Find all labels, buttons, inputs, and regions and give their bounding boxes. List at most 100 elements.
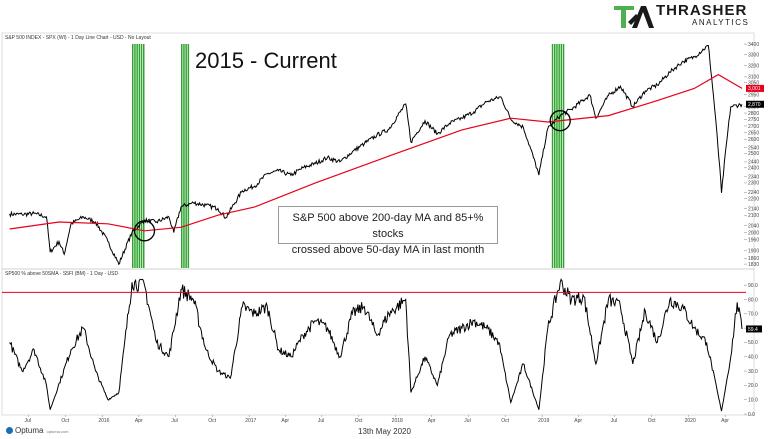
top-value-flag: [746, 100, 764, 108]
signal-bar: [181, 44, 183, 268]
bottom-y-tick-label: 0.0: [748, 412, 755, 418]
signal-bars: [132, 44, 565, 268]
signal-bar: [134, 44, 136, 268]
bottom-y-tick-label: 50.0: [748, 340, 758, 346]
top-y-tick-label: 3200: [748, 63, 759, 69]
x-tick-label: Apr: [428, 418, 436, 424]
x-tick-label: Apr: [574, 418, 582, 424]
top-y-tick-label: 2440: [748, 160, 759, 166]
top-y-tick-label: 1860: [748, 256, 759, 262]
signal-bar: [132, 44, 134, 268]
top-y-tick-label: 2140: [748, 206, 759, 212]
x-tick-label: Jul: [318, 418, 324, 424]
signal-bar: [556, 44, 558, 268]
signal-bar: [183, 44, 185, 268]
top-value-flag: [746, 84, 764, 92]
x-tick-label: Apr: [135, 418, 143, 424]
top-y-tick-label: 2240: [748, 190, 759, 196]
top-y-tick-label: 2040: [748, 223, 759, 229]
top-y-tick-label: 2300: [748, 181, 759, 187]
top-value-flag-label: 3,001: [748, 86, 761, 92]
top-y-tick-label: 3400: [748, 42, 759, 48]
x-tick-label: Apr: [721, 418, 729, 424]
axes: 3400330032003100305029502850280027502700…: [24, 42, 764, 424]
logo-mark-icon: [614, 6, 654, 28]
x-tick-label: Oct: [355, 418, 363, 424]
bottom-y-tick-label: 70.0: [748, 312, 758, 318]
x-tick-label: 2020: [685, 418, 696, 424]
highlight-marks: [133, 110, 571, 242]
big-title: 2015 - Current: [195, 48, 337, 73]
x-tick-label: Jul: [24, 418, 30, 424]
x-tick-label: Oct: [61, 418, 69, 424]
top-y-tick-label: 2340: [748, 175, 759, 181]
bottom-panel: [1, 268, 755, 416]
logo-sub: ANALYTICS: [692, 18, 750, 27]
annotation-box: S&P 500 above 200-day MA and 85+% stocks…: [278, 206, 498, 256]
sp500-price-line: [9, 45, 743, 266]
s5fi-line: [9, 278, 743, 412]
signal-bar: [558, 44, 560, 268]
signal-bar: [560, 44, 563, 268]
logo-name: THRASHER: [656, 2, 748, 19]
x-tick-label: 2016: [98, 418, 109, 424]
optuma-logo-icon: [6, 427, 13, 434]
x-tick-label: Oct: [501, 418, 509, 424]
series-lines: [2, 45, 746, 412]
bottom-panel-title: SP500 % above 50SMA - S5FI (BM) - 1 Day …: [5, 271, 119, 277]
top-value-flag-label: 2,870: [748, 102, 761, 108]
bottom-y-tick-label: 20.0: [748, 383, 758, 389]
bottom-y-tick-label: 30.0: [748, 369, 758, 375]
optuma-brand-name: Optuma: [15, 426, 44, 435]
footer-date: 13th May 2020: [358, 427, 411, 436]
x-tick-label: 2019: [538, 418, 549, 424]
optuma-brand-url: optuma.com: [46, 429, 69, 434]
top-y-tick-label: 2750: [748, 117, 759, 123]
signal-bar: [140, 44, 143, 268]
x-tick-label: 2017: [245, 418, 256, 424]
x-tick-label: Oct: [208, 418, 216, 424]
x-tick-label: Jul: [611, 418, 617, 424]
signal-bar: [562, 44, 565, 268]
bottom-y-tick-label: 90.0: [748, 283, 758, 289]
top-y-tick-label: 1960: [748, 238, 759, 244]
highlight-circle: [549, 110, 571, 132]
signal-bar: [551, 44, 554, 268]
top-y-tick-label: 2500: [748, 151, 759, 157]
thrasher-logo: THRASHER ANALYTICS: [612, 2, 764, 30]
top-y-tick-label: 3300: [748, 52, 759, 58]
top-y-tick-label: 2100: [748, 213, 759, 219]
top-y-tick-label: 2200: [748, 196, 759, 202]
top-y-tick-label: 2000: [748, 230, 759, 236]
optuma-brand: Optuma optuma.com: [6, 426, 68, 435]
top-y-tick-label: 3050: [748, 80, 759, 86]
top-y-tick-label: 2800: [748, 111, 759, 117]
top-y-tick-label: 1900: [748, 249, 759, 255]
highlight-circle: [133, 220, 156, 242]
x-tick-label: Apr: [281, 418, 289, 424]
top-y-tick-label: 2650: [748, 130, 759, 136]
signal-bar: [185, 44, 187, 268]
x-tick-label: Jul: [171, 418, 177, 424]
signal-bar: [187, 44, 190, 268]
bottom-y-tick-label: 10.0: [748, 397, 758, 403]
top-y-tick-label: 2600: [748, 137, 759, 143]
bottom-panel-frame: [1, 268, 755, 416]
annotation-line-2: crossed above 50-day MA in last month: [291, 244, 485, 256]
x-tick-label: Oct: [648, 418, 656, 424]
top-y-tick-label: 3100: [748, 75, 759, 81]
top-y-tick-label: 1830: [748, 262, 759, 268]
signal-bar: [554, 44, 556, 268]
x-tick-label: 2018: [392, 418, 403, 424]
top-y-tick-label: 2400: [748, 166, 759, 172]
ma200-line: [9, 73, 743, 232]
bottom-value-flag: [746, 325, 762, 333]
x-tick-label: Jul: [464, 418, 470, 424]
bottom-value-flag-label: 59.4: [748, 327, 758, 333]
annotation-line-1: S&P 500 above 200-day MA and 85+% stocks: [292, 212, 484, 240]
top-panel-title: S&P 500 INDEX - SPX (WI) - 1 Day Line Ch…: [5, 35, 151, 41]
top-y-tick-label: 2700: [748, 124, 759, 130]
signal-bar: [136, 44, 138, 268]
